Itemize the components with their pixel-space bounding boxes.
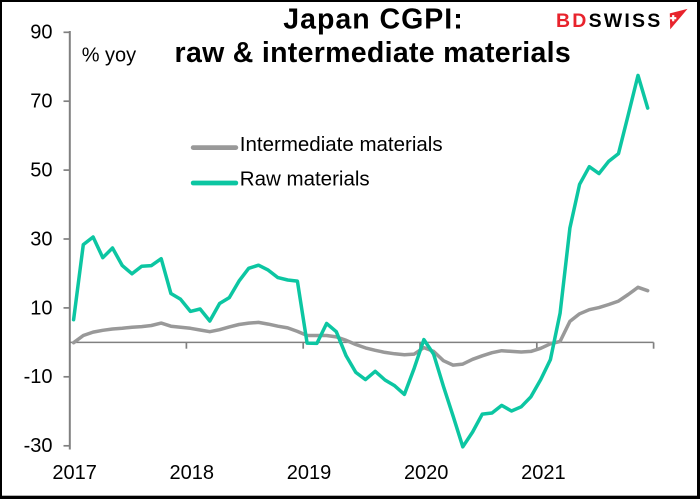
svg-text:Intermediate materials: Intermediate materials — [240, 133, 443, 156]
svg-text:70: 70 — [30, 91, 52, 113]
svg-text:2020: 2020 — [404, 462, 449, 484]
svg-text:-30: -30 — [24, 435, 53, 457]
svg-text:Japan CGPI:: Japan CGPI: — [283, 4, 463, 36]
svg-text:10: 10 — [30, 297, 52, 319]
svg-text:-10: -10 — [24, 366, 53, 388]
svg-text:90: 90 — [30, 22, 52, 44]
svg-text:50: 50 — [30, 160, 52, 182]
svg-text:30: 30 — [30, 228, 52, 250]
svg-text:2019: 2019 — [287, 462, 332, 484]
svg-text:% yoy: % yoy — [82, 44, 136, 66]
svg-text:2021: 2021 — [521, 462, 566, 484]
svg-text:BDSWISS: BDSWISS — [556, 10, 662, 32]
svg-text:2017: 2017 — [52, 462, 97, 484]
svg-text:raw & intermediate materials: raw & intermediate materials — [175, 37, 571, 69]
svg-text:Raw materials: Raw materials — [240, 167, 370, 190]
svg-text:2018: 2018 — [170, 462, 215, 484]
